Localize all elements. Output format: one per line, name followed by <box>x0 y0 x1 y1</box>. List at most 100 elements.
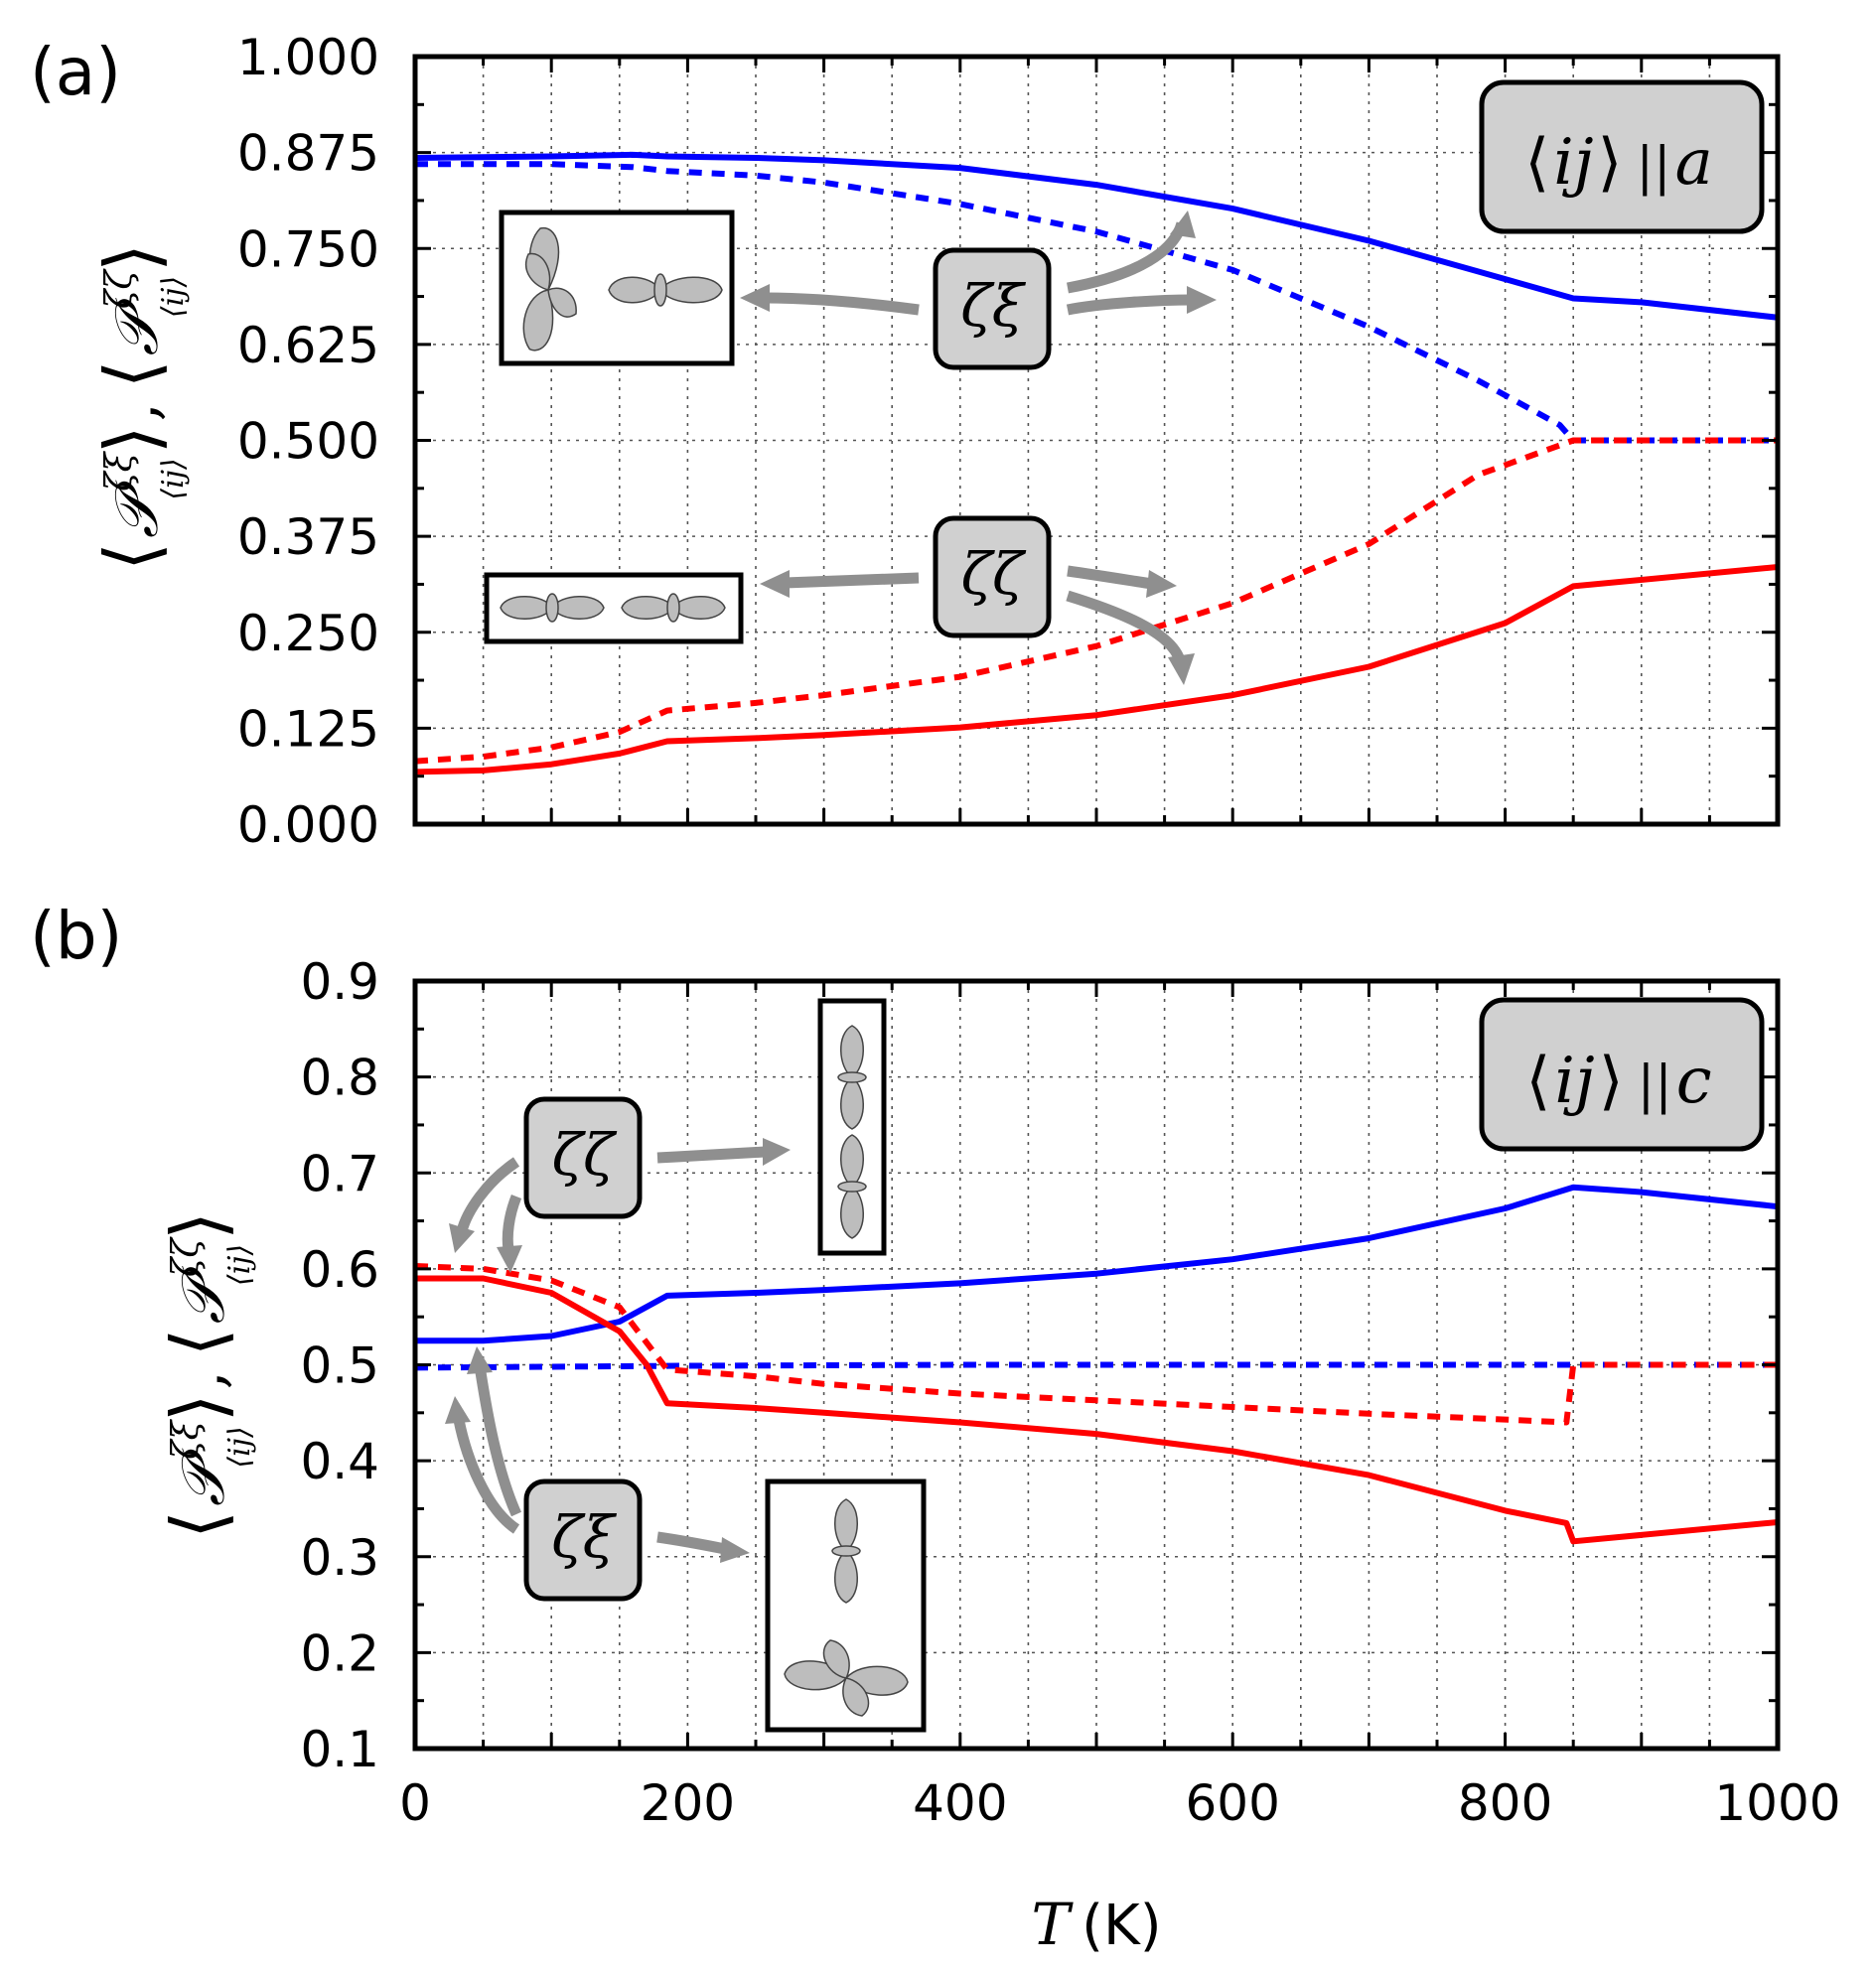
ylabel-comma: , <box>102 402 172 421</box>
annotation-direction: c <box>1676 1045 1712 1118</box>
annotation-parallel: || <box>1637 137 1671 197</box>
ylabel-bracket-left: ⟨ <box>156 1510 241 1539</box>
blue-solid-line <box>415 1184 1778 1344</box>
panel-a-inset-zeta-zeta <box>484 572 744 644</box>
panel-b-inset-zeta-xi <box>765 1478 927 1733</box>
y-tick-label: 0.6 <box>300 1241 379 1299</box>
panel-a-tag-zeta-zeta: ζζ <box>760 515 1195 685</box>
orbital-icon <box>831 1498 861 1604</box>
x-tick-label: 0 <box>399 1774 431 1832</box>
panel-b-tag-zeta-zeta: ζζ <box>449 1096 791 1273</box>
panel-a-ticks <box>413 55 1780 826</box>
arrow <box>453 1418 520 1534</box>
annotation-direction: a <box>1675 126 1713 200</box>
panel-a-ytick-labels: 0.000 0.125 0.250 0.375 0.500 0.625 0.750 0.875… <box>237 29 379 854</box>
svg-text:⟨ ij ⟩: ⟨ ij ⟩ || a <box>1524 126 1712 200</box>
y-tick-label: 0.000 <box>237 796 379 854</box>
tag-zeta-zeta-b: ζζ <box>552 1121 618 1189</box>
panel-b-ticks <box>413 979 1780 1751</box>
red-solid-line <box>415 564 1778 775</box>
y-tick-label: 0.2 <box>300 1624 379 1682</box>
svg-text:⟨ ij ⟩: ⟨ ij ⟩ || c <box>1525 1045 1711 1118</box>
arrow-head <box>1146 570 1177 598</box>
arrow <box>784 572 920 589</box>
arrow <box>1067 565 1153 590</box>
y-tick-label: 0.8 <box>300 1050 379 1107</box>
annotation-ij: ij <box>1553 126 1593 200</box>
tag-zeta-xi-a: ζξ <box>960 272 1026 340</box>
panel-a-tag-zeta-xi: ζξ <box>740 211 1217 370</box>
orbital-icon <box>837 1134 867 1239</box>
panel-b-series <box>415 1184 1778 1545</box>
ylabel-bracket-left: ⟨ <box>89 542 175 571</box>
panel-a-ylabel: ⟨ 𝒫 ζξ ⟨ij⟩ ⟩ , ⟨ 𝒫 ζζ ⟨ij⟩ ⟩ <box>89 243 191 571</box>
panel-b-xlabel: T (K) <box>1031 1891 1161 1958</box>
arrow-head <box>763 1138 791 1166</box>
red-solid-line <box>415 1275 1778 1545</box>
ylabel-sub-ij: ⟨ij⟩ <box>156 458 191 499</box>
ylabel-bracket-right-2: ⟩ <box>156 1211 241 1240</box>
y-tick-label: 0.4 <box>300 1433 379 1490</box>
arrow-head <box>740 284 770 312</box>
red-dashed-line <box>415 437 1778 765</box>
annotation-bracket-left: ⟨ <box>1525 1045 1550 1118</box>
ylabel-sup-zeta-xi: ζξ <box>99 450 140 492</box>
ylabel-sub-ij-2: ⟨ij⟩ <box>222 1244 257 1286</box>
y-tick-label: 0.3 <box>300 1529 379 1587</box>
x-tick-label: 800 <box>1458 1774 1552 1832</box>
y-tick-label: 0.500 <box>237 413 379 471</box>
ylabel-comma: , <box>169 1370 238 1389</box>
arrow-head <box>1170 211 1196 238</box>
ylabel-sub-ij: ⟨ij⟩ <box>222 1426 257 1468</box>
ylabel-sub-ij-2: ⟨ij⟩ <box>156 276 191 318</box>
panel-a: (a) 0.0000.1250.2500.3750.5000.6250.7500… <box>30 29 1781 854</box>
y-tick-label: 0.750 <box>237 220 379 278</box>
annotation-bracket-right: ⟩ <box>1598 126 1623 200</box>
arrow-head <box>1168 653 1195 685</box>
blue-dashed-line <box>415 161 1778 444</box>
annotation-bracket-right: ⟩ <box>1599 1045 1624 1118</box>
y-tick-label: 0.250 <box>237 605 379 662</box>
annotation-ij: ij <box>1554 1045 1594 1118</box>
arrow <box>656 1531 727 1555</box>
annotation-parallel: || <box>1638 1056 1672 1115</box>
arrow-head <box>497 1245 522 1273</box>
y-tick-label: 0.125 <box>237 700 379 758</box>
ylabel-sup-zeta-xi: ζξ <box>166 1418 207 1460</box>
panel-a-label: (a) <box>30 34 121 110</box>
orbital-icon <box>500 593 605 623</box>
arrow <box>1066 590 1186 663</box>
annotation-bracket-left: ⟨ <box>1524 126 1549 200</box>
y-tick-label: 0.9 <box>300 953 379 1011</box>
orbital-icon <box>608 273 723 307</box>
orbital-icon <box>621 593 726 623</box>
tag-box-zeta-zeta-b <box>523 1096 643 1219</box>
ylabel-bracket-right-2: ⟩ <box>89 243 175 272</box>
orbital-icon <box>522 226 577 352</box>
x-tick-label: 200 <box>641 1774 735 1832</box>
tag-box-zeta-zeta-a <box>933 515 1052 638</box>
arrow-head <box>467 1346 493 1374</box>
panel-b-ytick-labels: 0.1 0.2 0.3 0.4 0.5 0.6 0.7 0.8 0.9 <box>300 953 379 1778</box>
annotation-box <box>1479 79 1765 234</box>
panel-b-ylabel: ⟨ 𝒫 ζξ ⟨ij⟩ ⟩ , ⟨ 𝒫 ζζ ⟨ij⟩ ⟩ <box>156 1211 257 1539</box>
ylabel-sup-zeta-zeta: ζζ <box>166 1236 207 1278</box>
x-tick-label: 400 <box>913 1774 1007 1832</box>
arrow-head <box>1187 286 1217 314</box>
arrow <box>1067 221 1188 294</box>
ylabel-bracket-right: ⟩ <box>89 425 175 454</box>
panel-a-annotation: ⟨ ij ⟩ || a <box>1479 79 1765 234</box>
panel-b-xtick-labels: 0 200 400 600 800 1000 <box>399 1774 1841 1832</box>
orbital-icon <box>837 1025 867 1130</box>
panel-a-inset-zeta-xi <box>499 210 735 366</box>
panel-b-annotation: ⟨ ij ⟩ || c <box>1479 997 1765 1152</box>
red-dashed-line <box>415 1263 1778 1426</box>
panel-b-label: (b) <box>30 898 122 974</box>
arrow <box>1066 294 1193 316</box>
arrow <box>502 1194 522 1250</box>
xlabel-unit: (K) <box>1082 1894 1161 1958</box>
svg-text:⟨ 𝒫 ζξ: ⟨ 𝒫 ζξ ⟨ij⟩ ⟩ , ⟨ 𝒫 ζζ ⟨ij⟩ ⟩ <box>89 243 191 571</box>
tag-zeta-xi-b: ζξ <box>551 1503 617 1571</box>
y-tick-label: 0.875 <box>237 125 379 183</box>
y-tick-label: 0.1 <box>300 1721 379 1778</box>
